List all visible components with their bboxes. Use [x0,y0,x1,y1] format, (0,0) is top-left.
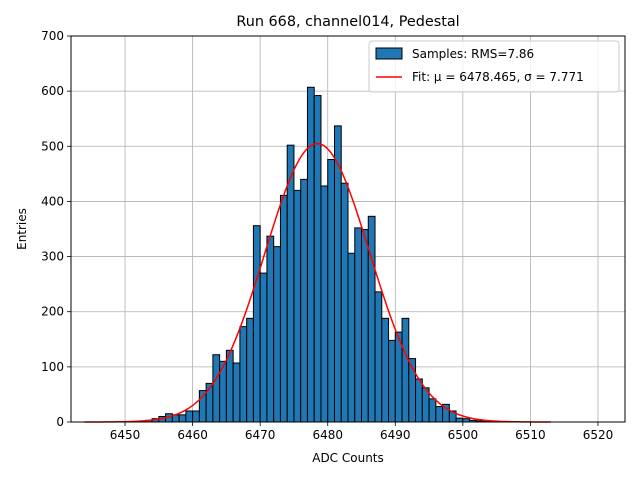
histogram-bar [401,317,410,423]
x-tick-label: 6510 [515,428,546,442]
y-tick-label: 100 [41,360,64,374]
histogram-bar [374,291,383,423]
histogram-bar [367,215,376,423]
legend-histogram-swatch [375,47,403,60]
x-axis-label: ADC Counts [312,451,384,465]
y-tick-label: 500 [41,139,64,153]
histogram-bar [246,317,254,423]
histogram-bar [252,225,261,423]
x-axis-ticks: 6450 6460 6470 6480 6490 6500 6510 6520 [110,422,613,442]
histogram-bar [381,317,390,423]
x-tick-label: 6450 [110,428,141,442]
x-tick-label: 6470 [245,428,276,442]
histogram-bar [293,189,302,423]
histogram-bar [279,194,288,423]
y-tick-label: 200 [41,305,64,319]
histogram-bar [435,406,444,423]
y-axis-ticks: 0 100 200 300 400 500 600 700 [41,29,71,429]
histogram-bar [239,326,248,423]
y-tick-label: 400 [41,194,64,208]
plot-frame [70,35,626,423]
histogram-bar [340,182,349,423]
histogram-bar [306,86,315,423]
histogram-bar [354,227,363,423]
y-axis-label: Entries [15,208,29,250]
y-tick-label: 700 [41,29,64,43]
x-tick-label: 6480 [312,428,343,442]
legend-box [368,40,620,93]
x-tick-label: 6490 [380,428,411,442]
histogram-bar [266,235,275,423]
legend-histogram-label: Samples: RMS=7.86 [412,47,534,61]
histogram-bar [300,178,308,423]
histogram-bar [259,272,268,423]
histogram-bar [347,252,356,423]
histogram-bar [232,362,241,423]
histogram-bar [455,417,464,423]
histogram-bar [192,410,200,423]
legend-fit-label: Fit: μ = 6478.465, σ = 7.771 [412,70,584,84]
x-tick-label: 6500 [448,428,479,442]
histogram-bar [273,246,281,423]
histogram-bar [185,410,194,423]
histogram-bar [428,398,437,423]
histogram-bar [286,144,295,423]
y-tick-label: 0 [56,415,64,429]
histogram-bar [178,414,187,423]
chart-title: Run 668, channel014, Pedestal [236,14,459,30]
x-tick-label: 6460 [177,428,208,442]
histogram-bar [327,159,335,423]
histogram-bar [361,229,369,423]
y-tick-label: 300 [41,250,64,264]
histogram-bar [388,339,396,423]
fit-curve [84,142,551,423]
y-tick-label: 600 [41,84,64,98]
legend: Samples: RMS=7.86 Fit: μ = 6478.465, σ =… [368,40,620,93]
histogram-bar [320,185,329,423]
x-tick-label: 6520 [583,428,614,442]
histogram-bar [212,354,221,423]
histogram-bars [138,86,491,423]
histogram-bar [225,349,234,423]
histogram-bar [415,378,423,423]
